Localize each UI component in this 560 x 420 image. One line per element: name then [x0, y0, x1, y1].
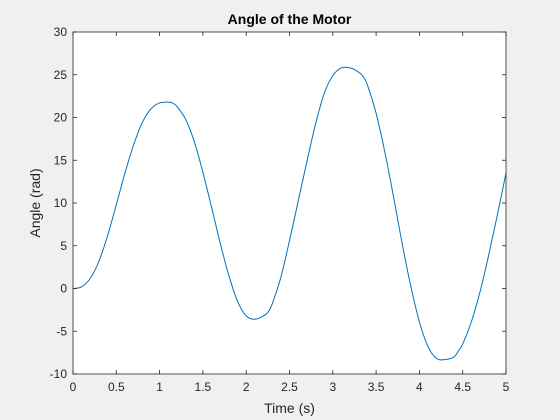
- x-tick-label: 2: [243, 380, 250, 394]
- y-axis-label: Angle (rad): [27, 168, 43, 237]
- series-layer: [72, 66, 507, 361]
- chart-title: Angle of the Motor: [228, 11, 352, 27]
- x-axis-label: Time (s): [264, 400, 315, 416]
- x-tick-label: 4.5: [454, 380, 471, 394]
- x-tick-label: 3: [329, 380, 336, 394]
- series-line-0: [72, 66, 507, 361]
- x-tick-label: 0.5: [108, 380, 125, 394]
- x-tick-label: 1: [156, 380, 163, 394]
- y-axis: -10 -5 0 5 10 15 20 25 30: [50, 25, 506, 381]
- y-tick-label: 20: [54, 111, 68, 125]
- y-tick-label: 25: [54, 68, 68, 82]
- x-tick-label: 5: [503, 380, 510, 394]
- x-tick-label: 2.5: [281, 380, 298, 394]
- y-tick-label: 10: [54, 196, 68, 210]
- y-tick-label: 5: [60, 239, 67, 253]
- x-tick-label: 4: [416, 380, 423, 394]
- x-tick-label: 0: [70, 380, 77, 394]
- y-tick-label: 30: [54, 25, 68, 39]
- y-tick-label: 0: [60, 282, 67, 296]
- y-tick-label: -10: [50, 367, 68, 381]
- x-tick-label: 1.5: [195, 380, 212, 394]
- y-tick-label: 15: [54, 153, 68, 167]
- y-tick-label: -5: [56, 324, 67, 338]
- x-tick-label: 3.5: [368, 380, 385, 394]
- x-axis: 0 0.5 1 1.5 2 2.5 3 3.5 4 4.5 5: [70, 32, 510, 394]
- plot-area: [73, 32, 506, 374]
